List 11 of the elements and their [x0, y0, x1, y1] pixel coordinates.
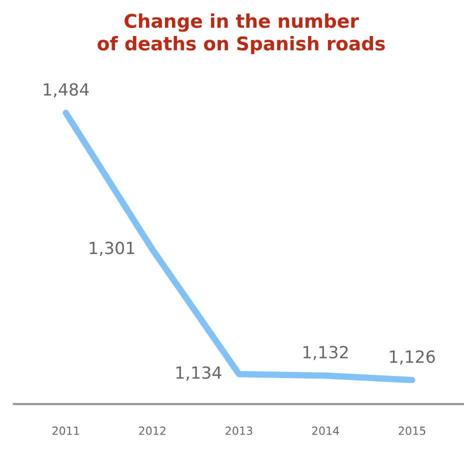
data-label: 1,126 — [390, 350, 435, 365]
x-tick-label: 2015 — [398, 426, 426, 435]
x-tick-label: 2014 — [312, 426, 340, 435]
data-label: 1,134 — [176, 366, 222, 381]
x-tick-label: 2011 — [52, 426, 79, 435]
x-tick-label: 2012 — [139, 426, 166, 435]
data-label: 1,301 — [90, 242, 134, 256]
data-label: 1,484 — [44, 83, 89, 98]
x-tick-label: 2013 — [226, 426, 252, 435]
data-label: 1,132 — [303, 346, 348, 360]
chart-title: Change in the number of deaths on Spanish roads — [98, 13, 385, 54]
